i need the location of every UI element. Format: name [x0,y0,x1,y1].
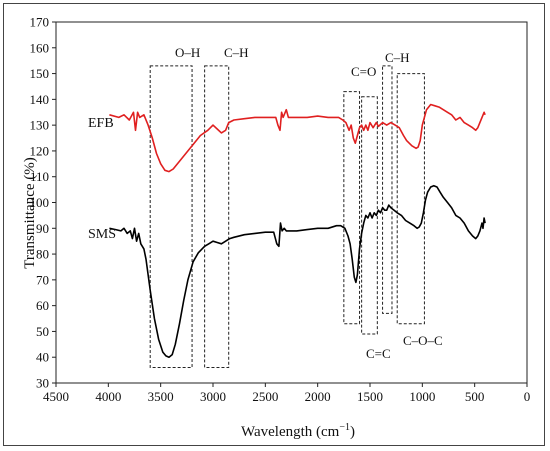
series-lines [109,103,486,358]
x-tick-label: 3000 [200,389,226,404]
series-line-efb [109,103,486,173]
y-tick-label: 60 [36,298,49,313]
y-tick-label: 100 [30,195,50,210]
y-tick-label: 50 [36,324,49,339]
x-tick-label: 2000 [305,389,331,404]
y-tick-label: 70 [36,272,49,287]
y-axis-title: Transmittance (%) [22,157,38,269]
annotation-ch-right: C–H [385,50,410,65]
plot-area [55,21,528,384]
y-tick-label: 130 [30,118,50,133]
x-axis-title-sup: −1 [339,422,350,433]
x-tick-label: 3500 [148,389,174,404]
series-line-sms [109,184,486,358]
x-tick-label: 1500 [357,389,383,404]
axis-ticks: 4500 4000 3500 3000 2500 2000 1500 1000 500 0 30 40… [30,15,531,405]
annotation-box [396,73,425,325]
annotation-box [343,91,361,325]
x-tick-label: 4000 [95,389,121,404]
y-tick-label: 30 [36,376,49,391]
annotation-ch-left: C–H [224,45,249,60]
series-label-sms: SMS [88,227,116,242]
band-annotations [149,65,425,369]
annotation-co: C=O [351,64,376,79]
y-tick-label: 40 [36,350,49,365]
y-tick-label: 150 [30,66,50,81]
y-tick-label: 90 [36,221,49,236]
y-tick-label: 160 [30,40,50,55]
figure-frame [3,3,545,446]
x-tick-label: 4500 [43,389,69,404]
series-label-efb: EFB [88,116,114,131]
annotation-box [204,65,230,369]
x-tick-label: 0 [524,389,531,404]
y-tick-label: 120 [30,143,50,158]
y-tick-label: 170 [30,15,50,30]
annotation-coc: C–O–C [403,333,443,348]
x-axis-title-close: ) [350,424,355,440]
x-tick-label: 2500 [252,389,278,404]
x-tick-label: 1000 [409,389,435,404]
annotation-box [361,96,378,335]
x-axis-title: Wavelength (cm−1) [241,422,355,440]
x-tick-label: 500 [465,389,485,404]
annotation-cc: C=C [366,346,391,361]
annotation-box [149,65,193,369]
y-tick-label: 80 [36,247,49,262]
y-tick-label: 140 [30,92,50,107]
y-tick-label: 110 [30,169,49,184]
x-axis-title-text: Wavelength (cm [241,424,340,440]
annotation-oh: O–H [175,45,200,60]
annotation-box [382,65,393,314]
